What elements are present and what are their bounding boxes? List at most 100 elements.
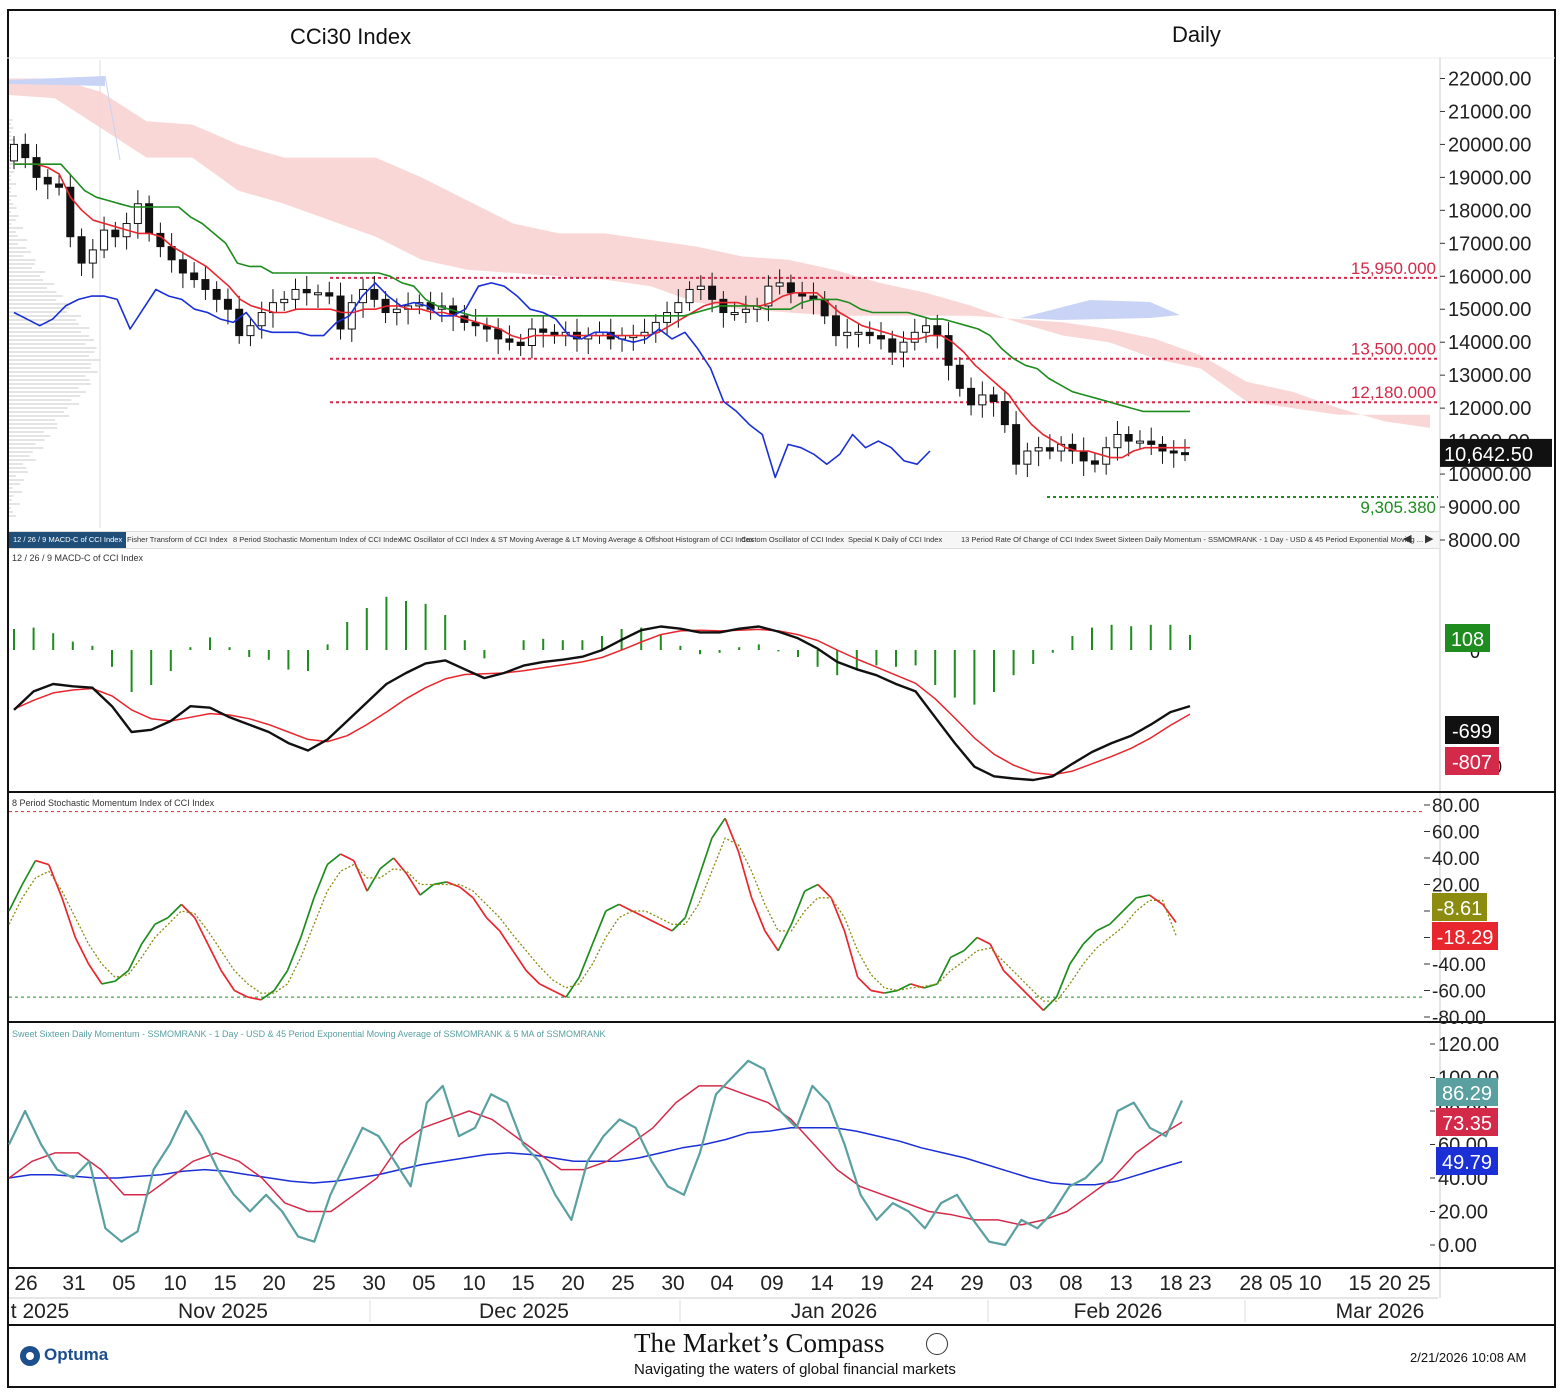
smi-line-segment <box>565 976 580 998</box>
candle-body <box>10 143 18 162</box>
smi-tick-label: -80.00 <box>1432 1008 1486 1029</box>
candle-body <box>674 302 683 314</box>
tab-sweet-sixteen[interactable]: Sweet Sixteen Daily Momentum - SSMOMRANK… <box>1095 535 1424 544</box>
smi-line-segment <box>684 877 700 918</box>
smi-panel: 8 Period Stochastic Momentum Index of CC… <box>8 796 1498 1029</box>
time-day-label: 20 <box>262 1272 285 1295</box>
time-day-label: 31 <box>62 1272 85 1295</box>
candle-body <box>190 272 199 281</box>
smi-line-segment <box>989 943 1005 971</box>
smi-line-segment <box>552 989 567 998</box>
time-day-label: 25 <box>312 1272 335 1295</box>
smi-tick-label: -40.00 <box>1432 955 1486 976</box>
candle-body <box>133 203 142 225</box>
time-day-label: 25 <box>1407 1272 1430 1295</box>
candle-body <box>212 288 221 300</box>
smi-line-segment <box>1136 894 1150 899</box>
price-tick-label: 19000.00 <box>1448 167 1531 189</box>
smi-line-segment <box>220 970 236 991</box>
price-tick-label: 18000.00 <box>1448 200 1531 222</box>
candle-body <box>88 249 97 264</box>
chart-period: Daily <box>1172 22 1221 47</box>
tab-roc[interactable]: 13 Period Rate Of Change of CCI Index <box>961 535 1094 544</box>
candle-body <box>55 183 64 188</box>
smi-line-segment <box>1149 894 1164 906</box>
level-label: 12,180.000 <box>1351 383 1436 402</box>
candle-body <box>1034 447 1043 452</box>
level-label: 9,305.380 <box>1360 498 1436 517</box>
smi-line-segment <box>817 883 832 899</box>
candle-body <box>899 341 908 353</box>
cloud-edge <box>104 75 121 161</box>
candle-body <box>944 335 953 366</box>
tab-fisher[interactable]: Fisher Transform of CCI Index <box>127 535 228 544</box>
candle-body <box>1113 434 1122 449</box>
smi-line-segment <box>605 903 620 912</box>
smi-line-segment <box>857 976 872 992</box>
smi-signal-line <box>8 837 1177 1002</box>
tab-custom-oscillator[interactable]: Custom Oscillator of CCI Index <box>741 535 844 544</box>
smi-signal-readout-bg <box>1432 922 1498 950</box>
smi-line-segment <box>578 943 594 978</box>
macd-signal-line <box>13 628 1191 776</box>
smi-line-segment <box>870 989 885 994</box>
ss-ma5-readout-bg <box>1436 1108 1498 1136</box>
optuma-logo-text: Optuma <box>44 1345 109 1364</box>
smi-line-segment <box>1029 996 1045 1012</box>
smi-line-segment <box>419 883 434 896</box>
macd-line-readout: -699 <box>1452 721 1492 743</box>
candle-body <box>1181 452 1189 456</box>
brand-tagline: Navigating the waters of global financia… <box>634 1361 956 1378</box>
tab-smi[interactable]: 8 Period Stochastic Momentum Index of CC… <box>233 535 402 544</box>
smi-line-segment <box>207 943 222 971</box>
candle-body <box>505 338 514 343</box>
smi-line-segment <box>737 851 753 899</box>
smi-line-segment <box>260 989 275 1001</box>
smi-tick-label: 80.00 <box>1432 796 1480 817</box>
smi-line-segment <box>366 868 382 892</box>
price-tick-label: 15000.00 <box>1448 299 1531 321</box>
last-price-bg <box>1440 438 1552 467</box>
tab-mc-oscillator[interactable]: MC Oscillator of CCI Index & ST Moving A… <box>400 535 754 544</box>
candle-body <box>933 325 942 337</box>
candle-body <box>865 331 874 337</box>
candle-body <box>876 335 885 340</box>
candle-body <box>1012 424 1021 465</box>
time-day-label: 05 <box>112 1272 135 1295</box>
ss-ema45-line <box>8 1127 1183 1186</box>
macd-signal-readout: -807 <box>1452 752 1492 774</box>
smi-line-segment <box>976 936 991 945</box>
tab-next-arrow-icon[interactable]: ▶ <box>1425 533 1434 545</box>
ss-ssmomrank-readout-bg <box>1436 1078 1498 1106</box>
ss-ema45-readout-bg <box>1436 1147 1498 1175</box>
smi-line-segment <box>591 910 607 945</box>
candle-body <box>167 246 176 261</box>
price-tick-label: 8000.00 <box>1448 530 1520 552</box>
candle-body <box>888 338 897 353</box>
tab-prev-arrow-icon[interactable]: ◀ <box>1403 533 1412 545</box>
price-tick-label: 12000.00 <box>1448 398 1531 420</box>
candle-body <box>43 176 52 185</box>
timestamp: 2/21/2026 10:08 AM <box>1410 1350 1527 1365</box>
smi-line-segment <box>21 860 37 885</box>
smi-line-segment <box>1069 943 1084 965</box>
smi-line-segment <box>154 916 169 926</box>
compass-icon <box>926 1333 948 1355</box>
macd-line-readout-bg <box>1445 716 1499 744</box>
candle-body <box>494 328 503 340</box>
time-day-label: 04 <box>710 1272 734 1295</box>
tab-macd[interactable]: 12 / 26 / 9 MACD-C of CCI Index <box>9 532 127 548</box>
smi-line-segment <box>711 817 726 839</box>
time-day-label: 20 <box>561 1272 584 1295</box>
candle-body <box>516 341 525 347</box>
candle-body <box>392 308 401 314</box>
time-day-label: 08 <box>1059 1272 1082 1295</box>
smi-line-segment <box>843 930 859 978</box>
price-tick-label: 20000.00 <box>1448 134 1531 156</box>
smi-line-segment <box>777 923 793 952</box>
time-month-label: Dec 2025 <box>479 1300 569 1323</box>
time-day-label: 15 <box>511 1272 534 1295</box>
tab-special-k[interactable]: Special K Daily of CCI Index <box>848 535 943 544</box>
smi-line-segment <box>658 923 673 932</box>
level-label: 13,500.000 <box>1351 340 1436 359</box>
